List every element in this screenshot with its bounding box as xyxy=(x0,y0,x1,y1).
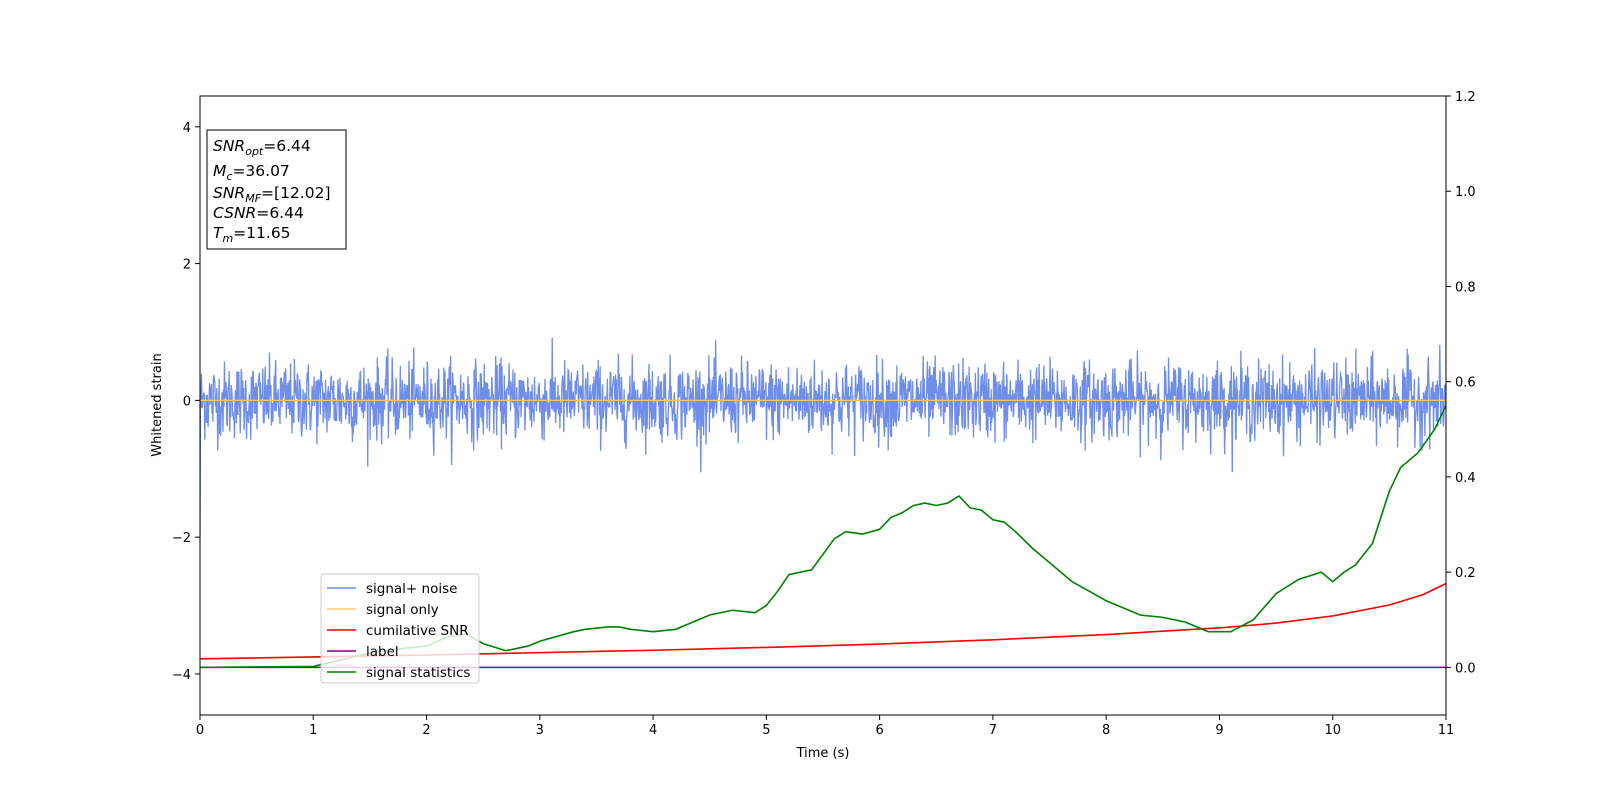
annotation-subscript: opt xyxy=(245,145,264,158)
annotation-subscript: m xyxy=(222,232,233,245)
x-tick-label: 9 xyxy=(1215,723,1223,738)
legend-label: signal+ noise xyxy=(366,581,457,597)
y-axis-label: Whitened strain xyxy=(150,353,165,456)
annotation-value: =6.44 xyxy=(256,204,304,222)
annotation-subscript: c xyxy=(226,170,232,183)
right-y-tick-label: 0.2 xyxy=(1455,566,1476,581)
legend-label: label xyxy=(366,644,399,660)
annotation-value: =6.44 xyxy=(263,137,311,155)
x-tick-label: 7 xyxy=(989,723,997,738)
left-y-tick-label: 0 xyxy=(183,394,191,409)
annotation-box-frame xyxy=(206,129,347,250)
right-y-tick-label: 0.6 xyxy=(1455,376,1476,391)
annotation-line: Tm=11.65 xyxy=(213,224,291,245)
annotation-line: Mc=36.07 xyxy=(213,162,290,183)
x-tick-label: 1 xyxy=(309,723,317,738)
legend: signal+ noise signal only cumilative SNR la… xyxy=(320,573,480,684)
right-y-tick-label: 0.8 xyxy=(1455,280,1476,295)
right-y-tick-label: 0.4 xyxy=(1455,471,1476,486)
annotation-symbol: CSNR xyxy=(213,204,256,222)
x-tick-label: 6 xyxy=(875,723,883,738)
series-signal-noise-line xyxy=(200,337,1446,538)
right-y-tick-label: 0.0 xyxy=(1455,661,1476,676)
annotation-line: SNRopt=6.44 xyxy=(213,137,311,158)
annotation-box: SNRopt=6.44Mc=36.07SNRMF=[12.02]CSNR=6.4… xyxy=(206,129,347,250)
annotation-value: =11.65 xyxy=(233,224,290,242)
left-y-tick-label: 2 xyxy=(183,258,191,273)
legend-label: cumilative SNR xyxy=(366,623,469,639)
annotation-symbol: M xyxy=(213,162,226,180)
right-y-tick-label: 1.0 xyxy=(1455,185,1476,200)
annotation-value: =[12.02] xyxy=(261,184,330,202)
annotation-symbol: SNR xyxy=(213,137,245,155)
x-axis-label: Time (s) xyxy=(796,746,850,761)
annotation-line: CSNR=6.44 xyxy=(213,204,304,222)
left-y-axis-ticks: 4 2 0 −2 −4 xyxy=(172,121,200,683)
x-tick-label: 2 xyxy=(422,723,430,738)
annotation-subscript: MF xyxy=(245,192,261,205)
annotation-line: SNRMF=[12.02] xyxy=(213,184,331,205)
series-signal-statistics-line xyxy=(200,405,1446,669)
x-tick-label: 10 xyxy=(1324,723,1341,738)
annotation-symbol: T xyxy=(213,224,224,242)
right-y-tick-label: 1.2 xyxy=(1455,90,1476,105)
x-tick-label: 4 xyxy=(649,723,657,738)
x-tick-label: 0 xyxy=(196,723,204,738)
legend-label: signal only xyxy=(366,602,439,618)
left-y-tick-label: 4 xyxy=(183,121,191,136)
x-tick-label: 3 xyxy=(536,723,544,738)
x-tick-label: 11 xyxy=(1438,723,1455,738)
left-y-tick-label: −2 xyxy=(172,531,191,546)
annotation-value: =36.07 xyxy=(232,162,289,180)
x-tick-label: 5 xyxy=(762,723,770,738)
plot-frame xyxy=(199,95,1447,716)
x-axis-ticks: 0 1 2 3 4 5 6 7 8 9 10 11 xyxy=(196,715,1454,738)
annotation-symbol: SNR xyxy=(213,184,245,202)
right-y-axis-ticks: 0.0 0.2 0.4 0.6 0.8 1.0 1.2 xyxy=(1446,90,1476,676)
legend-frame xyxy=(320,573,480,684)
x-tick-label: 8 xyxy=(1102,723,1110,738)
legend-label: signal statistics xyxy=(366,665,470,681)
left-y-tick-label: −4 xyxy=(172,668,191,683)
